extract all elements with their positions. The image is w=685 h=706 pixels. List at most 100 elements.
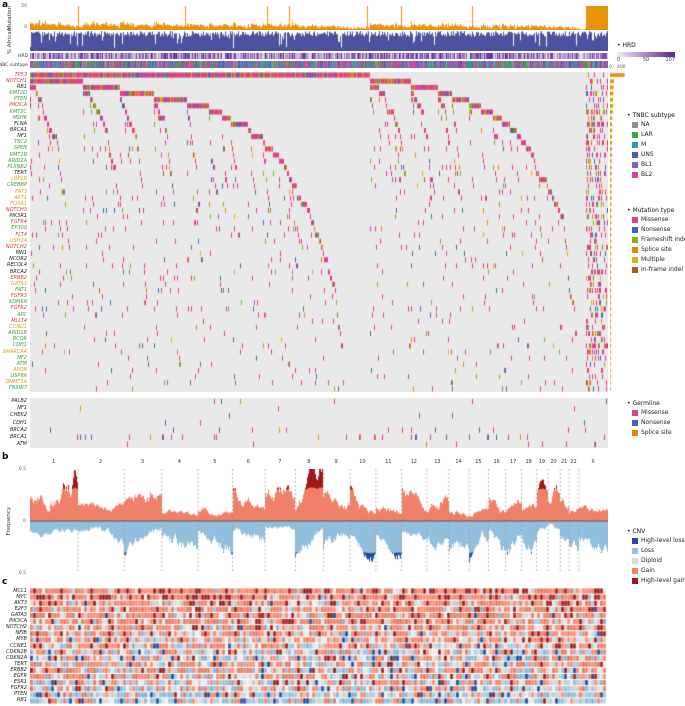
gene-label: FAT1 — [15, 286, 27, 293]
gene-label: SMARCA4 — [2, 348, 27, 355]
hrd-legend-ticks: 0 50 107 — [617, 58, 675, 64]
gene-bar-axis-tick: 400 — [617, 65, 626, 70]
chromosome-label: 2 — [98, 459, 103, 465]
legend-swatch — [632, 257, 638, 263]
legend-label: Nonsense — [641, 419, 671, 426]
legend-swatch — [632, 420, 638, 426]
gene-label: GATA3 — [10, 611, 27, 618]
gene-label: APC — [17, 311, 27, 318]
african-axis-label: % African — [7, 27, 13, 55]
legend-swatch — [632, 132, 638, 138]
legend-title: Germline — [627, 400, 685, 407]
gene-label: FLNA — [14, 120, 27, 127]
legend-label: LAR — [641, 131, 653, 138]
legend-item: Loss — [632, 548, 685, 554]
legend-item: Missense — [632, 217, 685, 223]
gene-label: NOTCH3 — [5, 206, 27, 213]
legend-label: Splice site — [641, 246, 672, 253]
gene-label: PALB2 — [11, 398, 27, 405]
legend-item: BL1 — [632, 162, 685, 168]
gene-label: PLXNB2 — [7, 163, 27, 170]
cnv-gene-labels: MCL1 MYC AKT3 E2F3 GATA3 PIK3CA NOTCH2 NFIB MYB C… — [0, 588, 28, 704]
gene-label: KMT2C — [9, 108, 27, 115]
gene-label: PIK3R1 — [9, 213, 27, 220]
chromosome-label: 21 — [560, 459, 568, 465]
chromosome-label: 13 — [434, 459, 441, 465]
legend-label: Nonsense — [641, 226, 671, 233]
legend-item: Diploid — [632, 558, 685, 564]
gene-label: CCNE1 — [9, 642, 27, 649]
gene-label: MSH6 — [12, 114, 27, 121]
legend-swatch — [632, 568, 638, 574]
gene-label: TERT — [14, 660, 27, 667]
tnbc-subtype-track — [30, 61, 608, 68]
frequency-tick: 0.5 — [18, 571, 26, 576]
gene-label: RB1 — [16, 697, 27, 704]
gene-count-barplot — [610, 72, 626, 392]
legend-swatch — [632, 122, 638, 128]
hrd-tick: 107 — [665, 57, 675, 63]
legend-label: Gain — [641, 567, 655, 574]
legend-label: Multiple — [641, 256, 665, 263]
legend-label: In-frame indel — [641, 266, 684, 273]
panel-b-label: b — [2, 452, 9, 462]
hrd-row-label: HRD — [18, 54, 28, 59]
gene-label: E2F3 — [14, 605, 27, 612]
legend-item: High-level loss — [632, 538, 685, 544]
gene-label: FGFR3 — [10, 293, 27, 300]
gene-label: ATM — [16, 440, 27, 447]
legend-swatch — [632, 217, 638, 223]
chromosome-label: 16 — [493, 459, 500, 465]
chromosome-label: 3 — [140, 459, 145, 465]
mutation-axis-tick: 50 — [21, 4, 27, 9]
legend-swatch — [632, 237, 638, 243]
legend-item: Gain — [632, 568, 685, 574]
mutation-type-legend: Mutation type Missense Nonsense Frameshift … — [627, 207, 685, 277]
legend-item: In-frame indel — [632, 267, 685, 273]
chromosome-labels: 1 2 3 4 5 6 7 8 9 10 11 12 13 14 15 16 17 18 19 20 21 22 X — [30, 459, 608, 467]
gene-label: CDKN2B — [6, 648, 27, 655]
gene-label: PIK3CA — [9, 102, 27, 109]
legend-swatch — [632, 172, 638, 178]
legend-item: High-level gain — [632, 578, 685, 584]
legend-swatch — [632, 162, 638, 168]
legend-item: M — [632, 142, 685, 148]
chromosome-label: 10 — [359, 459, 366, 465]
gene-label: EGFR — [13, 673, 27, 680]
legend-swatch — [632, 227, 638, 233]
chromosome-label: 11 — [385, 459, 392, 465]
gene-label: CREBBP — [7, 182, 27, 189]
legend-swatch — [632, 548, 638, 554]
cnv-legend: CNV High-level loss Loss Diploid Gain High-le… — [627, 528, 685, 588]
chromosome-label: 6 — [246, 459, 250, 465]
hrd-legend: HRD 0 50 107 — [617, 42, 675, 64]
legend-swatch — [632, 142, 638, 148]
gene-label: CDH1 — [12, 342, 27, 349]
gene-label: PIK3CA — [9, 618, 27, 625]
gene-label: FLT4 — [15, 231, 27, 238]
gene-label: NOTCH2 — [5, 243, 27, 250]
gene-label: MYB — [16, 636, 27, 643]
legend-item: Splice site — [632, 430, 685, 436]
panel-c-label: c — [2, 577, 8, 587]
gene-label: ERBB2 — [10, 666, 27, 673]
gene-label: FGFR2 — [10, 685, 27, 692]
gene-label: NF1 — [17, 405, 27, 412]
legend-label: High-level loss — [641, 537, 685, 544]
germline-gene-labels: PALB2 NF1 CHEK2 CDH1 BRCA2 BRCA1 ATM — [0, 398, 28, 448]
chromosome-label: 22 — [570, 459, 577, 465]
chromosome-label: 17 — [509, 459, 517, 465]
gene-label: BRCA2 — [10, 426, 27, 433]
chromosome-label: 19 — [538, 459, 546, 465]
gene-label: LRP1B — [11, 176, 27, 183]
gene-label: MYC — [16, 593, 27, 600]
legend-swatch — [632, 578, 638, 584]
legend-item: BL2 — [632, 172, 685, 178]
legend-label: Frameshift indel — [641, 236, 685, 243]
gene-label: RECQL4 — [6, 262, 27, 269]
gene-label: ARID1B — [8, 330, 27, 337]
chromosome-label: 12 — [410, 459, 417, 465]
chromosome-label: 18 — [525, 459, 532, 465]
gene-label: BRCA2 — [10, 268, 27, 275]
